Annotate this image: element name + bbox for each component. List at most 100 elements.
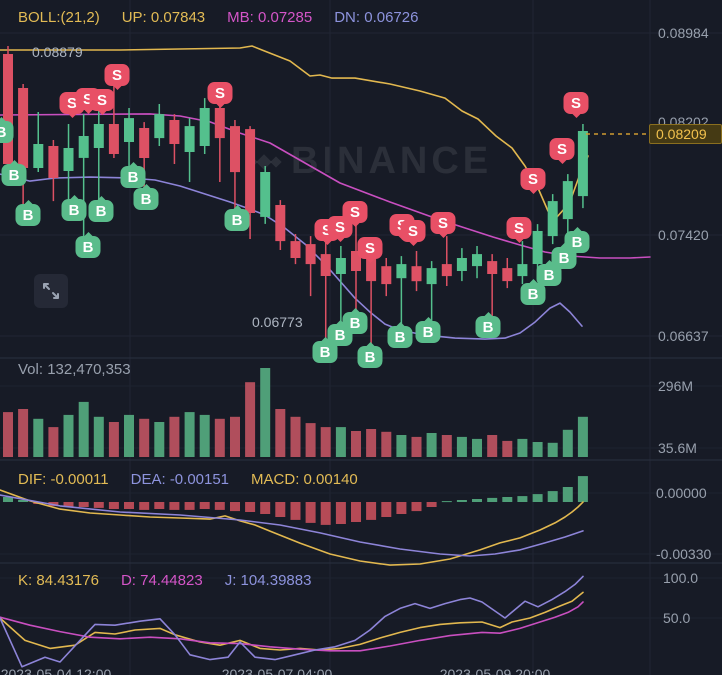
kdj-axis-label: 100.0 bbox=[663, 570, 699, 586]
macd-histogram-bar bbox=[78, 502, 89, 507]
volume-bar bbox=[426, 433, 437, 457]
volume-bar bbox=[199, 414, 210, 457]
macd-histogram-bar bbox=[169, 502, 180, 510]
candle bbox=[18, 84, 29, 209]
macd-histogram-bar bbox=[335, 502, 346, 524]
candle bbox=[199, 98, 210, 154]
macd-macd-value: MACD: 0.00140 bbox=[251, 471, 358, 488]
macd-axis-label: -0.00330 bbox=[656, 546, 712, 562]
macd-histogram-bar bbox=[139, 502, 150, 510]
macd-histogram-bar bbox=[290, 502, 301, 520]
buy-signal-badge: B bbox=[61, 199, 87, 221]
buy-signal-badge: B bbox=[0, 121, 14, 143]
candle bbox=[169, 114, 180, 164]
volume-bar bbox=[320, 427, 331, 457]
volume-bar bbox=[260, 368, 271, 457]
macd-histogram-bar bbox=[532, 494, 543, 502]
volume-bar bbox=[396, 435, 407, 457]
sell-signal-badge: S bbox=[342, 201, 368, 223]
macd-histogram-bar bbox=[184, 502, 195, 510]
volume-bar bbox=[532, 442, 543, 457]
buy-signal-badge: B bbox=[15, 204, 41, 226]
candle bbox=[184, 118, 195, 182]
macd-histogram-bar bbox=[3, 497, 13, 502]
macd-histogram-bar bbox=[562, 487, 573, 502]
macd-histogram-bar bbox=[472, 499, 482, 502]
macd-histogram-bar bbox=[124, 502, 134, 509]
volume-bar bbox=[381, 431, 392, 457]
volume-bar bbox=[154, 422, 165, 457]
candle bbox=[275, 200, 286, 250]
buy-signal-badge: B bbox=[224, 209, 250, 231]
volume-bar bbox=[48, 427, 59, 457]
macd-indicator-header: DIF: -0.00011 DEA: -0.00151 MACD: 0.0014… bbox=[18, 471, 358, 488]
boll-indicator-header: BOLL:(21,2) UP: 0.07843 MB: 0.07285 DN: … bbox=[18, 9, 418, 26]
volume-bar bbox=[517, 438, 528, 457]
sell-signal-badge: S bbox=[357, 237, 383, 259]
volume-bar bbox=[411, 436, 422, 457]
volume-bar bbox=[78, 401, 89, 457]
volume-bar bbox=[245, 382, 256, 457]
boll-params-label: BOLL:(21,2) bbox=[18, 9, 100, 26]
macd-histogram-bar bbox=[426, 502, 437, 507]
macd-histogram-bar bbox=[93, 502, 104, 508]
boll-mb-value: MB: 0.07285 bbox=[227, 9, 313, 26]
volume-bar bbox=[290, 416, 301, 457]
volume-bar bbox=[577, 416, 588, 457]
macd-histogram-bar bbox=[351, 502, 361, 522]
buy-signal-badge: B bbox=[312, 341, 338, 363]
volume-axis-label: 35.6M bbox=[658, 440, 697, 456]
volume-bar bbox=[93, 416, 104, 457]
buy-signal-badge: B bbox=[415, 321, 441, 343]
volume-axis-label: 296M bbox=[658, 378, 694, 394]
expand-chart-button[interactable] bbox=[34, 274, 68, 308]
sell-signal-badge: S bbox=[104, 64, 130, 86]
candle bbox=[441, 236, 452, 286]
candle bbox=[305, 236, 316, 297]
volume-bar bbox=[351, 431, 361, 457]
volume-bar bbox=[275, 409, 286, 457]
volume-bar bbox=[230, 416, 240, 457]
sell-signal-badge: S bbox=[520, 168, 546, 190]
macd-histogram-bar bbox=[577, 476, 588, 502]
volume-bar bbox=[366, 429, 377, 457]
price-annotation: 0.08879 bbox=[32, 44, 83, 60]
time-axis-label: 2023-05-04 12:00 bbox=[0, 666, 112, 675]
macd-histogram-bar bbox=[275, 502, 286, 517]
time-axis-label: 2023-05-09 20:00 bbox=[439, 666, 551, 675]
macd-histogram-bar bbox=[381, 502, 392, 517]
candle bbox=[3, 46, 13, 168]
candle bbox=[456, 248, 467, 282]
sell-signal-badge: S bbox=[430, 212, 456, 234]
macd-axis-label: 0.00000 bbox=[656, 485, 707, 501]
macd-histogram-bar bbox=[487, 497, 498, 502]
buy-signal-badge: B bbox=[564, 231, 590, 253]
current-price-tag: 0.08209 bbox=[649, 124, 722, 144]
volume-bar bbox=[487, 435, 498, 457]
candle bbox=[381, 258, 392, 297]
buy-signal-badge: B bbox=[1, 164, 27, 186]
macd-histogram-bar bbox=[547, 491, 558, 502]
volume-bar bbox=[108, 422, 119, 457]
sell-signal-badge: S bbox=[563, 92, 589, 114]
buy-signal-badge: B bbox=[475, 316, 501, 338]
macd-histogram-bar bbox=[214, 502, 225, 510]
macd-histogram-bar bbox=[63, 502, 74, 507]
buy-signal-badge: B bbox=[88, 200, 114, 222]
macd-histogram-bar bbox=[18, 500, 29, 502]
macd-histogram-bar bbox=[366, 502, 377, 520]
macd-histogram-bar bbox=[320, 502, 331, 525]
kdj-axis-label: 50.0 bbox=[663, 610, 691, 626]
candle bbox=[245, 126, 256, 239]
kdj-d-value: D: 74.44823 bbox=[120, 572, 203, 589]
volume-bar bbox=[547, 442, 558, 457]
macd-histogram-bar bbox=[396, 502, 407, 514]
volume-bar bbox=[63, 414, 74, 457]
candle bbox=[502, 258, 513, 289]
candle bbox=[547, 194, 558, 245]
boll-up-value: UP: 0.07843 bbox=[121, 9, 206, 26]
volume-bar bbox=[502, 440, 513, 457]
sell-signal-badge: S bbox=[549, 138, 575, 160]
